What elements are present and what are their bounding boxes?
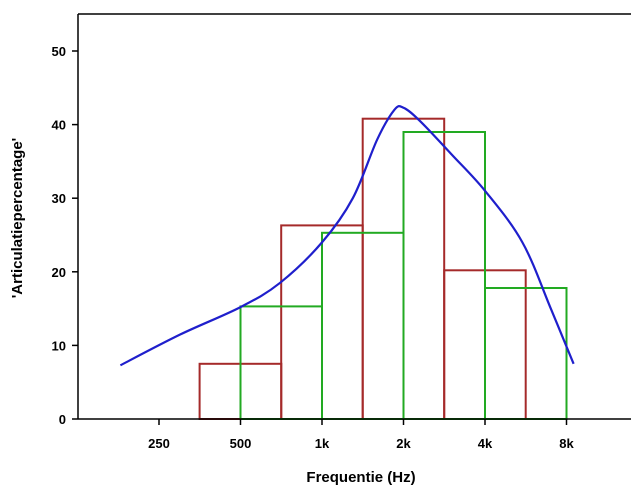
x-tick-label-8k: 8k bbox=[559, 436, 574, 451]
bars-layer bbox=[198, 117, 568, 420]
y-tick-label-0: 0 bbox=[59, 412, 66, 427]
y-tick-label-10: 10 bbox=[52, 338, 66, 353]
x-axis-title: Frequentie (Hz) bbox=[306, 469, 415, 486]
x-tick-label-2k: 2k bbox=[396, 436, 411, 451]
ticks-layer: 0 10 20 30 40 50 250 500 1k 2k 4k 8k bbox=[52, 44, 575, 451]
y-tick-label-50: 50 bbox=[52, 44, 66, 59]
y-axis-title: 'Articulatiepercentage' bbox=[9, 138, 26, 299]
axes-layer bbox=[77, 13, 631, 420]
x-tick-label-1k: 1k bbox=[315, 436, 330, 451]
y-tick-label-40: 40 bbox=[52, 118, 66, 133]
y-tick-label-30: 30 bbox=[52, 191, 66, 206]
x-tick-label-4k: 4k bbox=[478, 436, 493, 451]
articulation-curve bbox=[119, 105, 575, 367]
x-tick-label-500: 500 bbox=[230, 436, 252, 451]
x-tick-label-250: 250 bbox=[148, 436, 170, 451]
curve-layer bbox=[119, 105, 575, 367]
y-tick-label-20: 20 bbox=[52, 265, 66, 280]
